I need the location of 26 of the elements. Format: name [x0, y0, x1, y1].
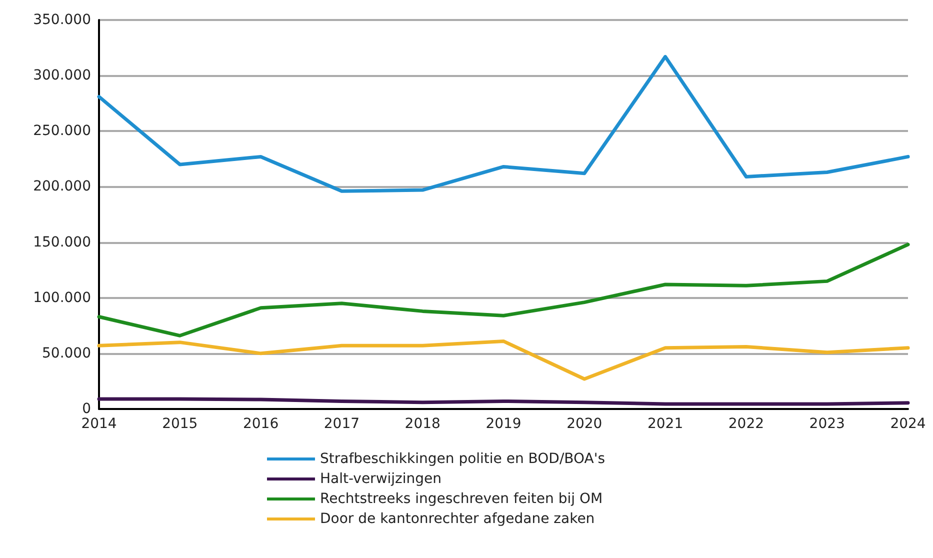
legend-label: Strafbeschikkingen politie en BOD/BOA's: [320, 451, 606, 467]
y-tick-label: 100.000: [33, 290, 91, 306]
line-series: [97, 242, 910, 338]
legend-label: Door de kantonrechter afgedane zaken: [320, 511, 595, 527]
y-tick-label: 300.000: [33, 68, 91, 84]
line-series: [97, 54, 910, 193]
y-tick-label: 250.000: [33, 123, 91, 140]
x-tick-label: 2022: [728, 416, 764, 432]
y-tick-label: 350.000: [33, 12, 91, 28]
y-tick-label: 150.000: [33, 234, 91, 250]
x-tick-label: 2020: [566, 416, 602, 432]
x-tick-label: 2015: [162, 416, 198, 432]
x-tick-label: 2019: [486, 416, 522, 432]
x-tick-label: 2016: [242, 416, 279, 432]
y-tick-label: 200.000: [33, 178, 91, 195]
x-tick-label: 2024: [890, 416, 926, 432]
line-series: [97, 339, 910, 381]
legend-label: Rechtstreeks ingeschreven feiten bij OM: [320, 491, 603, 507]
x-tick-label: 2023: [809, 416, 845, 432]
x-tick-label: 2014: [81, 416, 117, 432]
x-tick-label: 2018: [404, 416, 440, 432]
x-tick-label: 2017: [324, 416, 360, 432]
y-tick-label: 50.000: [42, 345, 91, 362]
y-tick-label: 0: [82, 401, 91, 417]
x-tick-label: 2021: [647, 416, 684, 432]
legend-label: Halt-verwijzingen: [320, 471, 442, 487]
